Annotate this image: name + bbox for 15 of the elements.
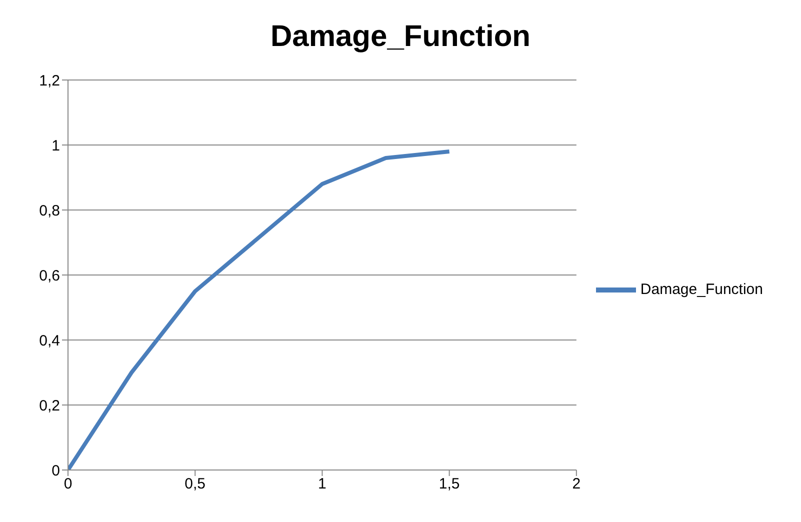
x-tick-label: 1,5 xyxy=(438,476,460,493)
x-tick-label: 2 xyxy=(572,476,581,493)
y-tick-label: 0,8 xyxy=(39,202,60,220)
y-tick-label: 0 xyxy=(52,462,60,480)
y-tick-label: 0,4 xyxy=(39,332,60,350)
x-tick-label: 0 xyxy=(64,476,72,493)
y-tick-label: 1 xyxy=(52,137,60,154)
y-tick-label: 1,2 xyxy=(39,72,60,90)
y-tick-label: 0,2 xyxy=(39,397,60,414)
line-series xyxy=(68,150,452,470)
chart-title: Damage_Function xyxy=(269,20,532,55)
y-tick-label: 0,6 xyxy=(39,267,60,284)
x-tick-label: 0,5 xyxy=(184,476,206,493)
x-tick-label: 1 xyxy=(318,476,326,493)
legend-label: Damage_Function xyxy=(640,280,763,298)
